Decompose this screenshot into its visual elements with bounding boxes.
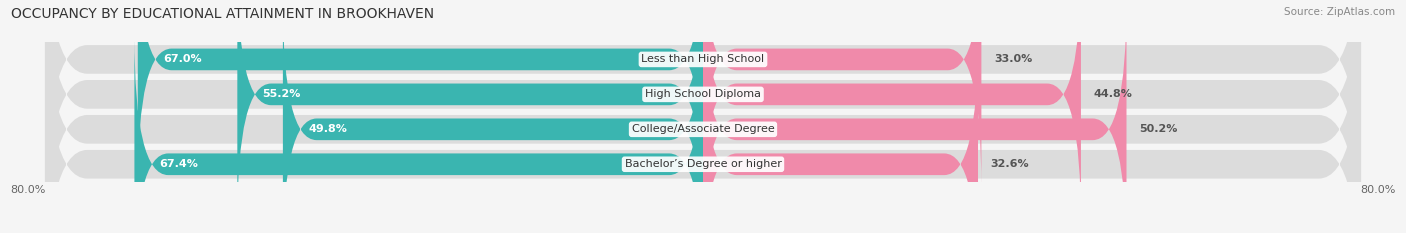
Text: 55.2%: 55.2%: [263, 89, 301, 99]
Text: 32.6%: 32.6%: [991, 159, 1029, 169]
Text: Source: ZipAtlas.com: Source: ZipAtlas.com: [1284, 7, 1395, 17]
Text: 50.2%: 50.2%: [1139, 124, 1177, 134]
Text: 33.0%: 33.0%: [994, 55, 1032, 64]
Text: Bachelor’s Degree or higher: Bachelor’s Degree or higher: [624, 159, 782, 169]
FancyBboxPatch shape: [45, 0, 1361, 220]
Text: 49.8%: 49.8%: [308, 124, 347, 134]
FancyBboxPatch shape: [45, 4, 1361, 233]
FancyBboxPatch shape: [138, 0, 703, 188]
FancyBboxPatch shape: [703, 35, 979, 233]
FancyBboxPatch shape: [45, 0, 1361, 233]
FancyBboxPatch shape: [45, 0, 1361, 233]
Text: High School Diploma: High School Diploma: [645, 89, 761, 99]
FancyBboxPatch shape: [135, 35, 703, 233]
Text: 67.0%: 67.0%: [163, 55, 201, 64]
FancyBboxPatch shape: [703, 0, 981, 188]
Text: 44.8%: 44.8%: [1094, 89, 1132, 99]
FancyBboxPatch shape: [283, 0, 703, 233]
FancyBboxPatch shape: [703, 0, 1126, 233]
Text: OCCUPANCY BY EDUCATIONAL ATTAINMENT IN BROOKHAVEN: OCCUPANCY BY EDUCATIONAL ATTAINMENT IN B…: [11, 7, 434, 21]
Text: Less than High School: Less than High School: [641, 55, 765, 64]
Text: 67.4%: 67.4%: [160, 159, 198, 169]
FancyBboxPatch shape: [703, 0, 1081, 223]
Text: College/Associate Degree: College/Associate Degree: [631, 124, 775, 134]
FancyBboxPatch shape: [238, 0, 703, 223]
